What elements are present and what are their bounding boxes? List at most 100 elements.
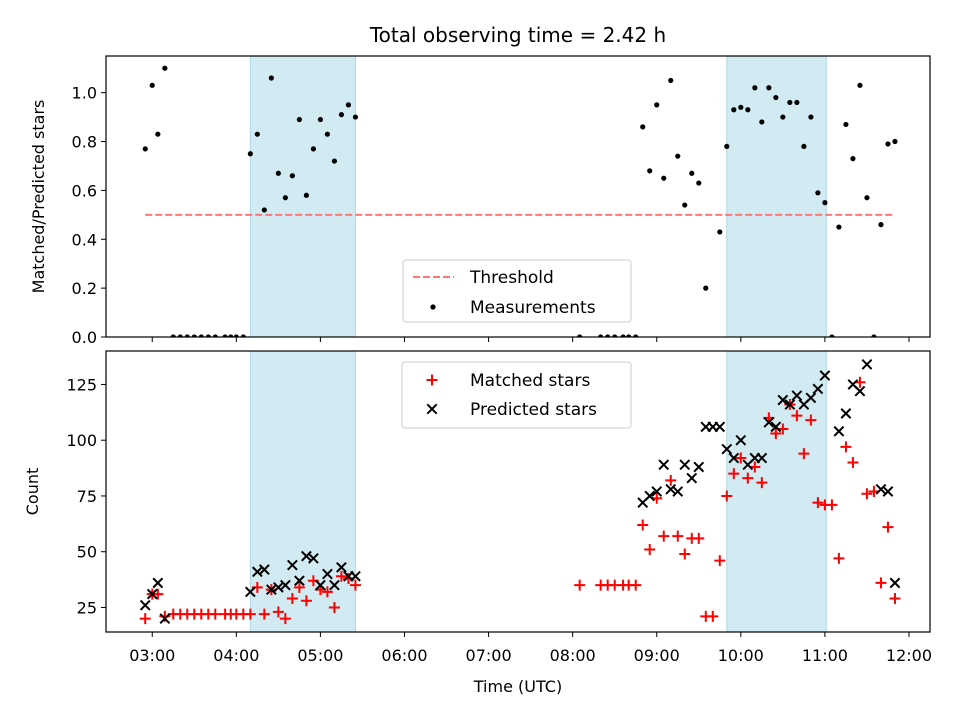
matched-star-marker [630, 579, 642, 591]
predicted-star-marker [658, 459, 670, 471]
legend-label-measurements: Measurements [470, 298, 596, 318]
highlight-span [249, 55, 356, 338]
measurement-point [654, 102, 660, 108]
matched-star-marker [321, 586, 333, 598]
predicted-star-marker [854, 385, 866, 397]
measurement-point [724, 143, 730, 150]
measurement-point [626, 334, 632, 337]
measurement-point [668, 77, 674, 84]
x-tick-label: 03:00 [129, 646, 175, 665]
panel-frame [105, 55, 931, 338]
predicted-star-marker [146, 588, 158, 600]
predicted-star-marker [833, 425, 845, 437]
predicted-star-marker [251, 566, 263, 578]
x-tick-label: 04:00 [213, 646, 259, 665]
matched-star-marker [335, 570, 347, 582]
measurement-point [780, 114, 786, 120]
predicted-star-marker [756, 452, 768, 464]
matched-star-marker [826, 499, 838, 511]
measurement-point [577, 334, 583, 337]
legend-box [402, 259, 632, 323]
measurement-point [317, 116, 324, 123]
predicted-star-marker [308, 553, 319, 564]
measurement-point [228, 334, 234, 337]
matched-star-marker [658, 530, 670, 542]
measurement-point [787, 99, 793, 106]
predicted-star-marker [272, 582, 284, 593]
x-axis-label: Time (UTC) [473, 677, 562, 696]
measurement-point [162, 65, 168, 71]
measurement-point [222, 334, 228, 337]
measurement-point [233, 334, 239, 337]
matched-star-marker [293, 581, 305, 593]
x-tick-label: 05:00 [297, 646, 343, 665]
top-legend: Threshold Measurements [402, 259, 632, 323]
matched-star-marker [244, 608, 256, 620]
measurement-point [731, 107, 737, 113]
measurement-point [689, 170, 695, 176]
predicted-star-marker [329, 579, 340, 591]
predicted-star-marker [791, 390, 803, 401]
matched-star-marker [798, 448, 810, 460]
x-tick-label: 09:00 [634, 646, 680, 665]
measurement-point [240, 334, 246, 337]
predicted-star-marker [244, 586, 256, 598]
matched-star-marker [882, 521, 894, 533]
predicted-star-marker [693, 461, 705, 473]
highlight-span [726, 350, 827, 633]
measurement-point [745, 107, 751, 113]
measurement-point [857, 82, 863, 88]
predicted-star-marker [322, 568, 333, 580]
matched-star-marker [728, 468, 740, 480]
measurement-point [198, 334, 204, 337]
predicted-star-marker [819, 370, 831, 381]
matched-star-marker [300, 595, 312, 607]
matched-star-marker [735, 452, 747, 464]
measurement-point [254, 131, 260, 137]
measurement-point [822, 200, 828, 206]
legend-label-threshold: Threshold [469, 268, 554, 288]
measurement-point [703, 285, 709, 291]
matched-star-marker [679, 548, 691, 560]
y-tick-label: 0.8 [72, 133, 97, 152]
plot-area [142, 65, 898, 337]
measurement-point [682, 202, 688, 208]
predicted-star-marker [672, 486, 684, 497]
measurement-point [640, 124, 646, 130]
predicted-star-marker [777, 394, 789, 406]
x-tick-label: 12:00 [886, 646, 932, 665]
matched-star-marker [707, 610, 719, 622]
measurement-point [633, 334, 639, 337]
matched-legend-icon [426, 374, 438, 386]
predicted-star-marker [644, 490, 656, 502]
x-tick-label: 10:00 [718, 646, 764, 665]
matched-star-marker [328, 601, 340, 613]
matched-star-marker [847, 457, 859, 469]
predicted-star-marker [812, 383, 824, 395]
measurement-point [268, 75, 274, 81]
x-tick-label: 11:00 [802, 646, 848, 665]
measurement-point [352, 114, 359, 120]
measurement-point [696, 180, 702, 186]
predicted-star-marker [840, 408, 852, 419]
predicted-star-marker [770, 421, 782, 433]
measurement-point [282, 195, 288, 201]
matched-star-marker [258, 608, 270, 620]
measurement-point [738, 104, 744, 110]
measurement-point [773, 94, 779, 101]
measurement-point [275, 170, 281, 176]
measurement-point [794, 99, 800, 106]
predicted-star-marker [784, 399, 796, 410]
predicted-star-marker [728, 452, 740, 464]
matched-star-marker [805, 414, 817, 426]
predicted-star-marker [875, 483, 887, 495]
measurement-point [620, 334, 626, 337]
measurement-point [212, 334, 218, 337]
measurement-point [808, 114, 814, 120]
y-tick-label: 100 [66, 431, 97, 450]
measurement-point [612, 334, 618, 337]
predicted-star-marker [721, 443, 733, 455]
plot-area [139, 358, 901, 625]
measurement-point [801, 143, 807, 150]
predicted-star-marker [665, 483, 677, 495]
